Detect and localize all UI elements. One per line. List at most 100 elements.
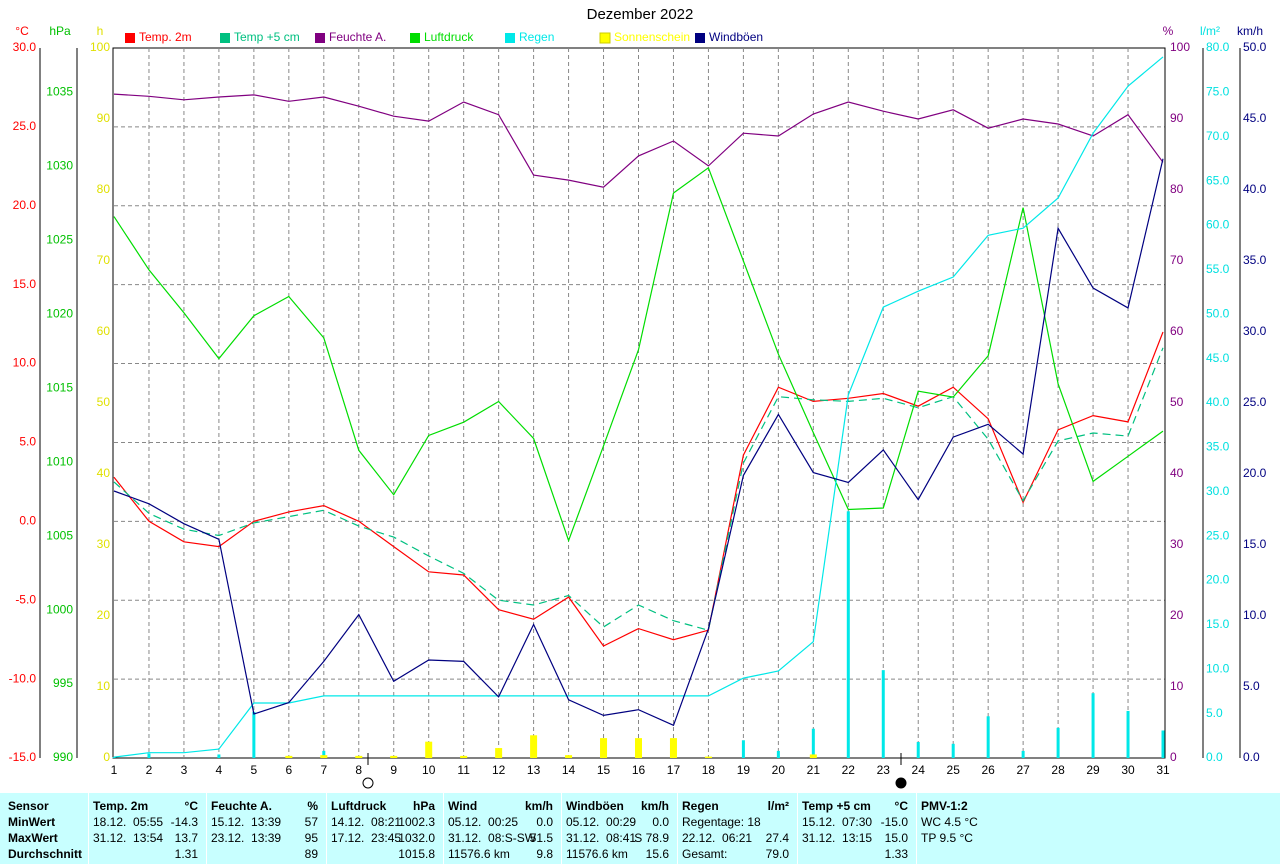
axis-unit: h [97,24,104,38]
series-line [113,347,1164,631]
cell-value: 1.31 [174,847,198,861]
row-label: MaxWert [8,831,58,845]
chart-title: Dezember 2022 [587,6,694,23]
row-label: Durchschnitt [8,847,83,861]
cell-value: -14.3 [170,815,198,829]
column-title: Regen [682,799,719,813]
cell-text: 18.12. 05:55 [93,815,164,829]
cell-value: S 78.9 [634,831,669,845]
tick-label: 40 [97,466,111,480]
cell-text: Regentage: 18 [682,815,761,829]
bar [565,755,573,758]
tick-label: 100 [90,40,110,54]
cell-text: 11576.6 km [566,847,628,861]
cell-text: 31.12. 13:54 [93,831,164,845]
tick-label: 0 [1170,750,1177,764]
x-tick-label: 14 [562,763,576,777]
bar [495,748,503,758]
tick-label: 80 [97,182,111,196]
tick-label: 25.0 [1206,528,1230,542]
x-tick-label: 12 [492,763,506,777]
column-separator [326,793,327,864]
x-tick-label: 30 [1121,763,1135,777]
x-tick-label: 17 [667,763,681,777]
column-separator [797,793,798,864]
x-tick-label: 11 [457,763,470,777]
cell-value: 95 [304,831,318,845]
legend-label: Regen [519,30,554,44]
bar [986,716,990,758]
tick-label: 20.0 [13,198,37,212]
tick-label: -10.0 [9,671,37,685]
cell-value: 15.0 [884,831,908,845]
x-tick-label: 15 [597,763,611,777]
tick-label: 1015 [46,380,73,394]
bar [112,757,116,758]
series-line [113,166,1164,543]
x-tick-label: 25 [947,763,961,777]
x-tick-label: 31 [1156,763,1170,777]
column-separator [443,793,444,864]
bar [1091,693,1095,758]
chart: Dezember 2022 °C30.025.020.015.010.05.00… [8,5,1267,789]
tick-label: 30.0 [1243,324,1267,338]
column-separator [677,793,678,864]
cell-value: 0.0 [536,815,553,829]
bar [951,743,955,758]
tick-label: 20 [1170,608,1184,622]
cell-value: 89 [304,847,318,861]
tick-label: 1025 [46,232,73,246]
legend-swatch [599,32,611,44]
bar [530,735,538,758]
tick-label: 30.0 [1206,484,1230,498]
x-tick-label: 1 [111,763,118,777]
bar [252,711,256,758]
x-tick-label: 18 [702,763,716,777]
x-tick-label: 28 [1051,763,1065,777]
x-tick-label: 7 [320,763,327,777]
cell-value: 15.6 [645,847,669,861]
x-tick-label: 3 [181,763,188,777]
tick-label: 5.0 [19,435,36,449]
tick-label: 20.0 [1206,573,1230,587]
legend-label: Temp +5 cm [234,30,300,44]
tick-label: 15.0 [1243,537,1267,551]
cell-text: TP 9.5 °C [921,831,973,845]
cell-value: 1032.0 [398,831,435,845]
cell-text: Gesamt: [682,847,728,861]
bar [1126,710,1130,758]
cell-value: 1.33 [884,847,908,861]
x-tick-label: 22 [842,763,856,777]
axis-unit: l/m² [1200,24,1220,38]
x-tick-label: 6 [285,763,292,777]
series-line [113,93,1164,188]
legend-label: Windböen [709,30,763,44]
tick-label: 100 [1170,40,1190,54]
column-title: Windböen [566,799,624,813]
tick-label: 15.0 [13,277,37,291]
bar [669,738,677,758]
bar [916,742,920,758]
tick-label: 50.0 [1243,40,1267,54]
tick-label: 1030 [46,159,73,173]
bar [881,670,885,758]
tick-label: 10.0 [1206,661,1230,675]
column-title: Luftdruck [331,799,387,813]
x-tick-label: 13 [527,763,541,777]
tick-label: 90 [1170,111,1184,125]
legend-swatch [315,33,325,43]
tick-label: 1010 [46,454,73,468]
x-tick-label: 9 [390,763,397,777]
x-tick-label: 8 [355,763,362,777]
x-tick-label: 10 [422,763,436,777]
x-tick-label: 21 [807,763,821,777]
tick-label: 30 [97,537,111,551]
legend-swatch [410,33,420,43]
column-separator [88,793,89,864]
tick-label: -15.0 [9,750,37,764]
tick-label: 40 [1170,466,1184,480]
cell-text: 15.12. 13:39 [211,815,282,829]
series-line [113,158,1164,727]
cell-value: -15.0 [880,815,908,829]
cell-text: 22.12. 06:21 [682,831,753,845]
